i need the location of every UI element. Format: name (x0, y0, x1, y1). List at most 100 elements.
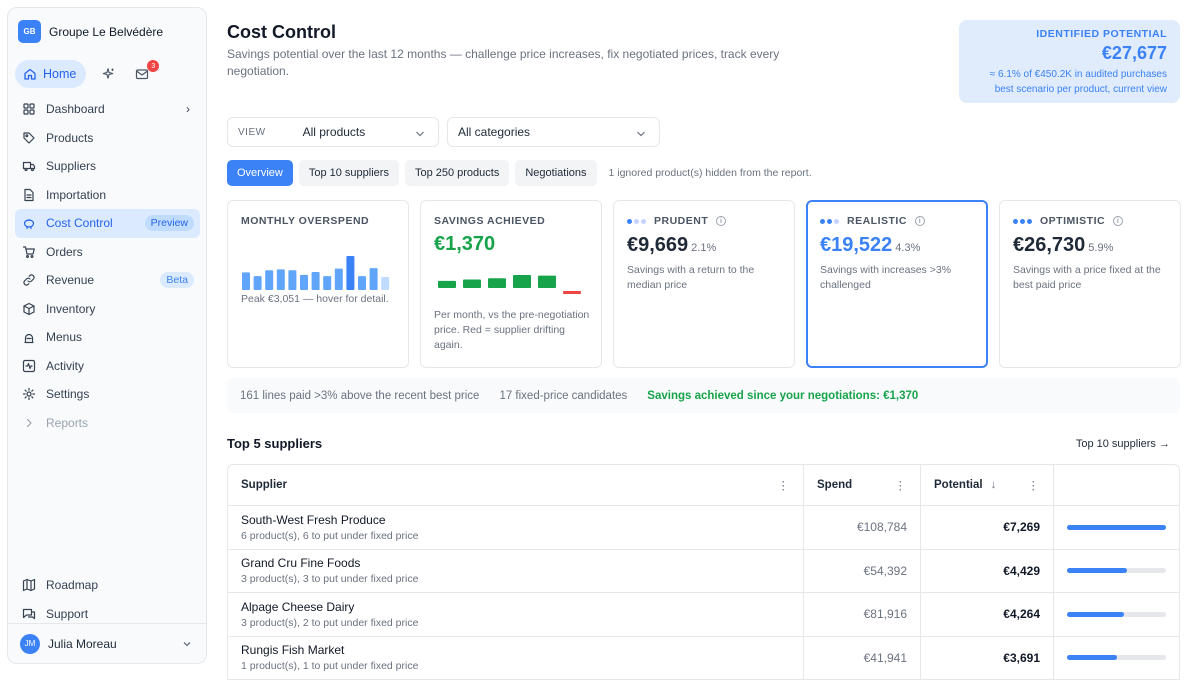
truck-icon (22, 159, 36, 173)
supplier-detail: 3 product(s), 2 to put under fixed price (241, 617, 790, 629)
spend-value: €54,392 (817, 564, 907, 578)
supplier-name[interactable]: Alpage Cheese Dairy (241, 600, 790, 614)
sidebar-item-suppliers[interactable]: Suppliers (15, 152, 200, 181)
column-header-supplier[interactable]: Supplier⋮ (228, 465, 804, 505)
potential-share-fill (1067, 612, 1124, 617)
more-icon[interactable]: ⋮ (1028, 478, 1040, 492)
potential-cell: €3,691 (921, 637, 1054, 680)
overspend-note: Peak €3,051 — hover for detail. (241, 293, 389, 305)
user-menu[interactable]: JM Julia Moreau (8, 623, 206, 663)
link-icon (22, 273, 36, 287)
scenario-value: €9,669 (627, 234, 688, 256)
sidebar-item-importation[interactable]: Importation (15, 181, 200, 210)
sidebar-item-label: Activity (46, 359, 84, 373)
sidebar-item-activity[interactable]: Activity (15, 352, 200, 381)
overspend-bar[interactable] (242, 272, 250, 290)
sidebar-item-roadmap[interactable]: Roadmap (15, 571, 200, 600)
table-row[interactable]: South-West Fresh Produce 6 product(s), 6 … (228, 506, 1179, 550)
tab-negotiations[interactable]: Negotiations (515, 160, 596, 186)
monthly-overspend-card[interactable]: MONTHLY OVERSPEND Peak €3,051 — hover fo… (227, 200, 409, 368)
potential-value: €4,264 (934, 607, 1040, 621)
potential-share-bar (1067, 612, 1166, 617)
spend-cell: €54,392 (804, 550, 921, 593)
overspend-bar[interactable] (381, 277, 389, 290)
scenario-value: €26,730 (1013, 234, 1085, 256)
sidebar-item-label: Support (46, 607, 88, 621)
sort-desc-icon[interactable]: ↓ (991, 479, 997, 491)
overspend-bar[interactable] (358, 276, 366, 290)
inbox-button[interactable]: 3 (130, 62, 154, 86)
supplier-detail: 6 product(s), 6 to put under fixed price (241, 530, 790, 542)
overspend-bar[interactable] (370, 268, 378, 290)
sidebar-item-products[interactable]: Products (15, 124, 200, 153)
column-header-potential[interactable]: Potential ↓ ⋮ (921, 465, 1054, 505)
potential-share: ≈ 6.1% of €450.2K in audited purchases (959, 67, 1167, 82)
overspend-bar[interactable] (335, 269, 343, 290)
org-badge: GB (18, 20, 41, 43)
sparkles-button[interactable] (96, 62, 120, 86)
overspend-bar[interactable] (265, 270, 273, 290)
top-10-suppliers-link[interactable]: Top 10 suppliers → (1076, 438, 1170, 450)
column-header-share (1054, 465, 1179, 505)
savings-achieved-card[interactable]: SAVINGS ACHIEVED €1,370 Per month, vs th… (420, 200, 602, 368)
section-title: Top 5 suppliers (227, 436, 322, 451)
tab-top-10-suppliers[interactable]: Top 10 suppliers (299, 160, 399, 186)
supplier-name[interactable]: Grand Cru Fine Foods (241, 556, 790, 570)
potential-value: €27,677 (959, 43, 1167, 64)
page-subtitle: Savings potential over the last 12 month… (227, 46, 787, 80)
more-icon[interactable]: ⋮ (778, 478, 790, 492)
overspend-bar[interactable] (277, 269, 285, 290)
table-row[interactable]: Alpage Cheese Dairy 3 product(s), 2 to pu… (228, 593, 1179, 637)
tab-overview[interactable]: Overview (227, 160, 293, 186)
spend-cell: €41,941 (804, 637, 921, 680)
home-icon (23, 67, 37, 81)
more-icon[interactable]: ⋮ (895, 478, 907, 492)
sidebar-item-dashboard[interactable]: Dashboard› (15, 95, 200, 124)
sidebar-item-label: Cost Control (46, 216, 113, 230)
category-select[interactable]: All categories (447, 117, 660, 147)
share-cell (1054, 593, 1179, 636)
home-button[interactable]: Home (15, 60, 86, 88)
view-select[interactable]: VIEW All products (227, 117, 439, 147)
chevron-down-icon (180, 637, 194, 651)
card-label: MONTHLY OVERSPEND (241, 215, 395, 227)
overspend-bar[interactable] (312, 272, 320, 290)
sidebar-item-orders[interactable]: Orders (15, 238, 200, 267)
dashboard-icon (22, 102, 36, 116)
overspend-bar[interactable] (300, 275, 308, 290)
summary-bar: 161 lines paid >3% above the recent best… (227, 378, 1180, 413)
box-icon (22, 302, 36, 316)
potential-cell: €4,429 (921, 550, 1054, 593)
overspend-histogram[interactable] (242, 248, 394, 290)
supplier-name[interactable]: Rungis Fish Market (241, 643, 790, 657)
org-switcher[interactable]: GB Groupe Le Belvédère (18, 20, 163, 43)
sidebar-item-inventory[interactable]: Inventory (15, 295, 200, 324)
tab-bar: Overview Top 10 suppliers Top 250 produc… (227, 160, 812, 186)
info-icon[interactable]: i (1113, 216, 1123, 226)
info-icon[interactable]: i (716, 216, 726, 226)
sidebar-item-settings[interactable]: Settings (15, 380, 200, 409)
tab-top-250-products[interactable]: Top 250 products (405, 160, 509, 186)
potential-share-fill (1067, 525, 1166, 530)
supplier-name[interactable]: South-West Fresh Produce (241, 513, 790, 527)
sidebar-item-reports[interactable]: Reports (15, 409, 200, 438)
fixed-price-candidates: 17 fixed-price candidates (499, 390, 627, 402)
overspend-bar[interactable] (346, 256, 354, 290)
column-header-spend[interactable]: Spend⋮ (804, 465, 921, 505)
gear-icon (22, 387, 36, 401)
header-label: Potential (934, 479, 983, 491)
chevron-right-icon[interactable]: › (186, 102, 190, 116)
overspend-bar[interactable] (323, 276, 331, 290)
scenario-desc: Savings with increases >3% challenged (820, 263, 974, 293)
overspend-bar[interactable] (288, 270, 296, 290)
info-icon[interactable]: i (915, 216, 925, 226)
sidebar-item-menus[interactable]: Menus (15, 323, 200, 352)
overspend-bar[interactable] (254, 276, 262, 290)
